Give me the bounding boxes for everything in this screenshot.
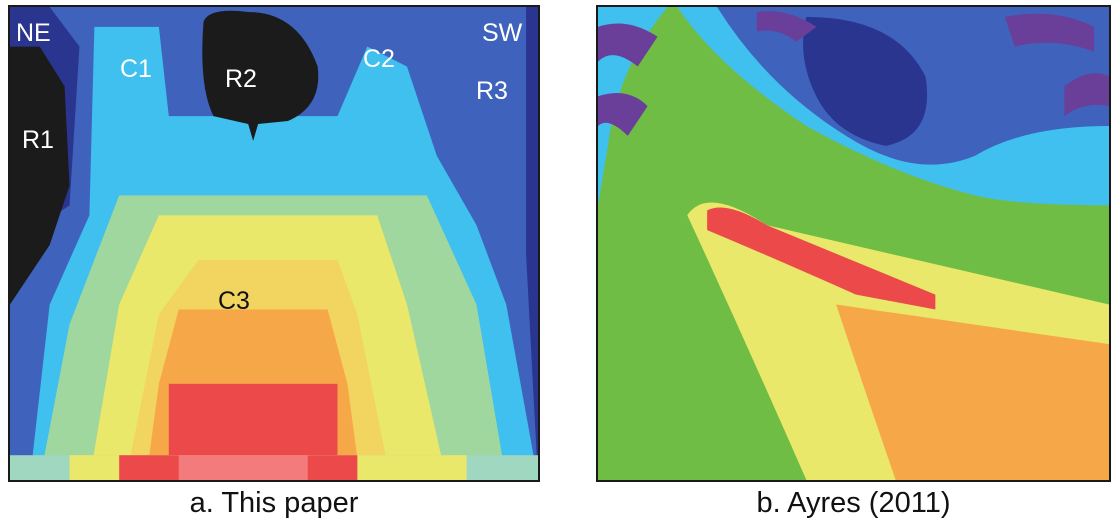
label-sw: SW <box>482 19 523 47</box>
label-r2: R2 <box>225 65 257 93</box>
panel-a-map: NE SW C1 C2 R2 R3 R1 C3 <box>8 5 540 482</box>
panel-b-map <box>596 5 1111 482</box>
label-r1: R1 <box>22 126 54 154</box>
panel-a-heatmap <box>10 7 538 480</box>
label-c2: C2 <box>363 45 395 73</box>
label-r3: R3 <box>476 77 508 105</box>
label-ne: NE <box>16 19 51 47</box>
region-r1-mask <box>10 46 70 305</box>
caption-panel-b: b. Ayres (2011) <box>756 487 951 519</box>
region-r2-mask <box>202 10 319 141</box>
caption-panel-a: a. This paper <box>189 487 359 519</box>
panel-b-heatmap <box>598 7 1109 480</box>
label-c1: C1 <box>120 55 152 83</box>
label-c3: C3 <box>218 287 250 315</box>
